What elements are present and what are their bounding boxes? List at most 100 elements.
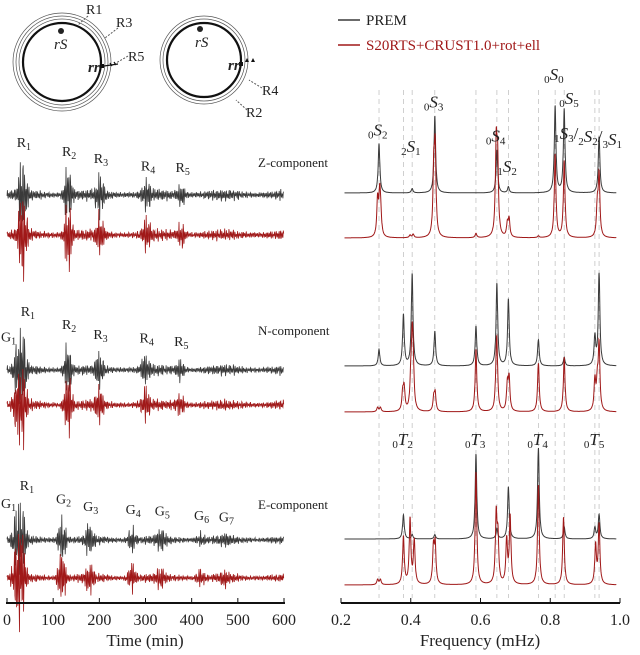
ray-ring-r2	[162, 18, 246, 102]
phase-label-r1: R1	[21, 305, 35, 322]
phase-label-subscript: 2	[66, 499, 71, 510]
mode-type: S	[491, 127, 500, 146]
label-r1: R1	[86, 3, 102, 18]
mode-label: 0T2	[392, 430, 412, 451]
phase-label-subscript: 5	[183, 341, 188, 352]
mode-label: 0S3	[424, 93, 444, 114]
mode-label: 0S4	[486, 127, 506, 148]
mode-type: S	[407, 137, 416, 156]
frequency-tick-label: 0.6	[471, 612, 491, 629]
pointer-r1	[77, 15, 89, 26]
source-label: rS	[54, 37, 68, 53]
phase-label-r4: R4	[141, 159, 155, 176]
phase-label-subscript: 1	[30, 311, 35, 322]
phase-label-subscript: 6	[204, 515, 209, 526]
phase-label-r4: R4	[140, 331, 154, 348]
phase-label-subscript: 5	[185, 167, 190, 178]
frequency-ticks: 0.2 0.4 0.6 0.8 1.0	[331, 598, 630, 629]
label-r2: R2	[246, 106, 262, 121]
mode-label: 0S5	[559, 89, 579, 110]
mode-overtone-number: 0	[527, 439, 533, 451]
phase-label-subscript: 3	[93, 506, 98, 517]
mode-label: 0T5	[584, 430, 605, 451]
mode-degree: 2	[407, 439, 413, 451]
mode-type: T	[533, 430, 544, 449]
time-tick-label: 100	[41, 612, 65, 629]
receiver-label: rr	[228, 58, 240, 74]
phase-label-g3: G3	[83, 500, 98, 517]
mode-type: S	[503, 157, 512, 176]
panel-label-z: Z-component	[258, 155, 328, 170]
mode-label: 0S2	[368, 120, 388, 141]
ray-ring-r1	[18, 18, 106, 106]
mode-degree: 3	[438, 102, 444, 114]
label-r4: R4	[262, 84, 278, 99]
mode-degree: 3	[480, 439, 486, 451]
phase-label-g5: G5	[155, 505, 170, 522]
mode-overtone-number: 0	[544, 74, 550, 86]
phase-label-subscript: 1	[11, 503, 16, 514]
prem-spectrum	[344, 105, 617, 194]
mode-overtone-number: 1	[554, 133, 560, 145]
time-tick-label: 500	[226, 612, 250, 629]
phase-label-r1: R1	[20, 479, 34, 496]
mode-label: 0T3	[465, 430, 486, 451]
source-star-icon	[58, 28, 64, 34]
mode-degree: 1	[415, 146, 421, 158]
source-label: rS	[195, 35, 209, 51]
mode-type: S	[584, 127, 593, 146]
mode-overtone-number: 3	[603, 139, 609, 151]
mode-degree: 2	[592, 136, 598, 148]
phase-label-subscript: 2	[71, 151, 76, 162]
phase-label-subscript: 5	[165, 511, 170, 522]
mode-type: S	[565, 89, 574, 108]
phase-label-r2: R2	[62, 318, 76, 335]
phase-label-g1: G1	[1, 497, 16, 514]
prem-spectrum	[344, 447, 617, 540]
mode-label-separator: /	[598, 127, 603, 146]
phase-label-g4: G4	[126, 503, 141, 520]
phase-label-subscript: 3	[103, 334, 108, 345]
phase-label-subscript: 3	[103, 158, 108, 169]
ray-diagram-right: R4 R2 rS rr	[159, 15, 278, 121]
model-spectrum	[344, 321, 617, 413]
phase-label-r5: R5	[176, 161, 190, 178]
legend: PREM S20RTS+CRUST1.0+rot+ell	[338, 13, 540, 54]
mode-label: 0T4	[527, 430, 548, 451]
mode-degree: 2	[511, 166, 517, 178]
phase-label-g2: G2	[56, 493, 71, 510]
prem-spectrum	[344, 272, 617, 367]
time-tick-label: 600	[272, 612, 296, 629]
panel-label-n: N-component	[258, 323, 330, 338]
legend-label-model: S20RTS+CRUST1.0+rot+ell	[366, 38, 540, 54]
earth-circle	[165, 21, 243, 99]
mode-overtone-number: 0	[559, 98, 565, 110]
frequency-axis-label: Frequency (mHz)	[420, 631, 540, 650]
frequency-tick-label: 0.2	[331, 612, 351, 629]
label-r3: R3	[116, 16, 132, 31]
frequency-tick-label: 1.0	[610, 612, 630, 629]
prem-seismogram	[6, 327, 284, 405]
mode-overtone-number: 0	[584, 439, 590, 451]
mode-type: S	[550, 65, 559, 84]
legend-label-prem: PREM	[366, 13, 407, 29]
mode-type: S	[560, 124, 569, 143]
ray-ring-r3	[15, 15, 109, 109]
model-spectrum	[344, 471, 617, 586]
mode-label: 0S0	[544, 65, 564, 86]
mode-type: S	[608, 130, 617, 149]
mode-label-separator: /	[574, 124, 579, 143]
mode-type: T	[589, 430, 600, 449]
receiver-marker	[239, 62, 243, 66]
mode-type: T	[470, 430, 481, 449]
mode-type: S	[374, 120, 383, 139]
arrows-icon	[103, 61, 119, 67]
pointer-r3	[104, 27, 119, 39]
model-spectrum	[344, 126, 617, 239]
receiver-label: rr	[88, 60, 100, 76]
phase-label-r3: R3	[94, 152, 108, 169]
receiver-marker	[100, 64, 104, 68]
mode-type: T	[398, 430, 409, 449]
